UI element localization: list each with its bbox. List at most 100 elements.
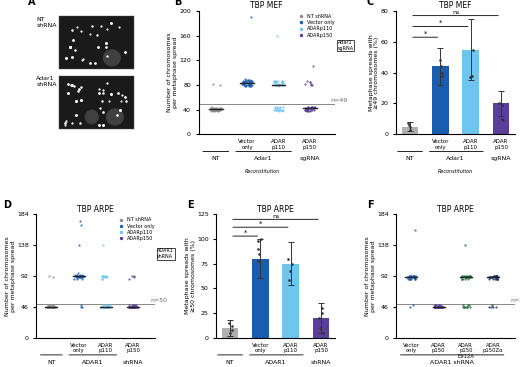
Point xyxy=(431,304,439,310)
Point xyxy=(301,105,309,111)
Point xyxy=(98,304,106,310)
Point xyxy=(463,304,471,310)
Point xyxy=(43,304,51,310)
Point xyxy=(302,107,310,113)
Point xyxy=(271,81,280,87)
Point xyxy=(437,302,446,308)
Point xyxy=(490,273,498,279)
Point xyxy=(466,275,474,280)
Point xyxy=(254,238,263,244)
Point xyxy=(489,273,498,279)
Point xyxy=(246,82,254,88)
Point xyxy=(460,275,469,280)
Point xyxy=(78,273,86,279)
Point xyxy=(489,304,497,310)
Point xyxy=(73,273,82,279)
Point xyxy=(492,304,500,310)
Bar xyxy=(59,76,134,129)
Point xyxy=(215,107,223,113)
Point xyxy=(45,304,53,310)
Point xyxy=(246,81,254,87)
Point xyxy=(78,273,86,279)
Text: F: F xyxy=(367,200,373,210)
Point xyxy=(272,107,281,113)
Point xyxy=(129,302,138,308)
Point xyxy=(491,273,500,279)
Text: C: C xyxy=(367,0,374,7)
Point xyxy=(209,81,217,87)
Point xyxy=(125,304,133,310)
Point xyxy=(73,276,81,281)
Point xyxy=(77,275,85,280)
Point xyxy=(277,108,285,114)
Point xyxy=(461,304,470,310)
Point xyxy=(304,104,313,110)
Point xyxy=(99,242,107,248)
Point xyxy=(307,81,315,87)
Point xyxy=(439,304,447,310)
Point xyxy=(216,107,225,113)
Point xyxy=(45,304,53,310)
Point xyxy=(279,81,288,87)
Point xyxy=(225,330,233,336)
Point xyxy=(70,276,79,281)
Point xyxy=(272,33,281,39)
Point xyxy=(434,302,443,308)
Point xyxy=(102,273,110,279)
Bar xyxy=(252,259,269,338)
Point xyxy=(409,275,418,280)
Point xyxy=(213,106,221,112)
Point xyxy=(306,108,314,114)
Text: NT: NT xyxy=(47,360,56,365)
Point xyxy=(461,273,470,279)
Point xyxy=(462,275,470,280)
Y-axis label: Metaphase spreads with
≥49 chromosomes (%): Metaphase spreads with ≥49 chromosomes (… xyxy=(369,34,380,111)
Point xyxy=(302,107,310,113)
Point xyxy=(129,304,138,310)
Point xyxy=(125,276,133,281)
Point xyxy=(207,106,215,112)
Point xyxy=(103,275,111,280)
Point xyxy=(73,275,81,280)
Point xyxy=(78,272,86,277)
Point xyxy=(278,80,286,86)
Point xyxy=(461,242,470,248)
Ellipse shape xyxy=(103,49,121,66)
Point xyxy=(246,82,254,88)
Text: NT
shRNA: NT shRNA xyxy=(36,17,57,28)
Point xyxy=(438,304,446,310)
Point xyxy=(410,275,419,280)
Point xyxy=(243,80,251,86)
Point xyxy=(77,273,86,279)
Point xyxy=(50,304,59,310)
Bar xyxy=(313,318,330,338)
Point xyxy=(309,105,317,111)
Point xyxy=(307,82,316,88)
Point xyxy=(46,304,55,310)
Point xyxy=(493,276,501,281)
Point xyxy=(406,275,414,280)
Point xyxy=(431,302,439,308)
Point xyxy=(74,242,83,248)
Legend: NT shRNA, Vector only, ADARp110, ADARp150: NT shRNA, Vector only, ADARp110, ADARp15… xyxy=(115,217,155,241)
Point xyxy=(467,73,476,79)
Point xyxy=(488,275,496,280)
Point xyxy=(244,77,253,83)
Text: NT: NT xyxy=(212,156,220,161)
Point xyxy=(133,304,141,310)
Point xyxy=(493,276,501,281)
Point xyxy=(307,104,316,110)
Point xyxy=(310,105,318,111)
Point xyxy=(130,275,138,280)
Point xyxy=(79,273,87,279)
Point xyxy=(434,304,442,310)
Y-axis label: Number of chromosomes
per metaphase spread: Number of chromosomes per metaphase spre… xyxy=(167,33,178,112)
Point xyxy=(76,275,84,280)
Point xyxy=(302,105,310,111)
Point xyxy=(50,304,59,310)
Point xyxy=(129,304,137,310)
Point xyxy=(303,107,311,113)
Point xyxy=(303,108,311,114)
Point xyxy=(103,304,112,310)
Text: *: * xyxy=(259,221,262,227)
